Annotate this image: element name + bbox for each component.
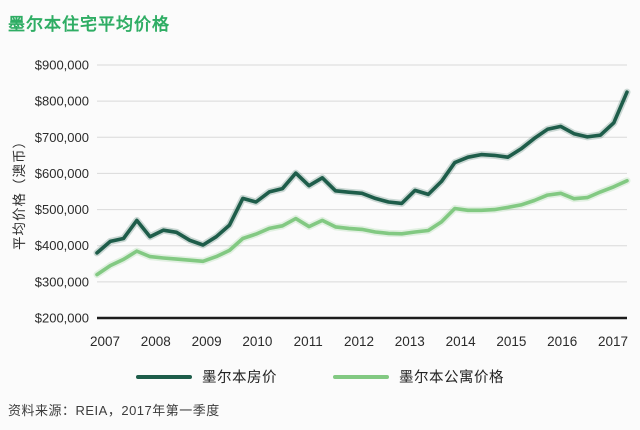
x-tick-label: 2009 (192, 334, 222, 349)
house-line-swatch (136, 374, 192, 379)
y-tick-label: $200,000 (35, 311, 89, 326)
y-tick-label: $500,000 (35, 202, 89, 217)
x-tick-label: 2017 (598, 334, 628, 349)
legend-label-house: 墨尔本房价 (202, 370, 277, 386)
x-tick-label: 2010 (242, 334, 272, 349)
house-price-line (95, 90, 629, 255)
legend-item-apartment: 墨尔本公寓价格 (333, 366, 504, 387)
x-tick-label: 2008 (141, 334, 171, 349)
page-title: 墨尔本住宅平均价格 (8, 15, 170, 34)
y-tick-label: $300,000 (35, 274, 89, 289)
legend-label-apartment: 墨尔本公寓价格 (399, 370, 504, 386)
x-tick-label: 2016 (547, 334, 577, 349)
x-tick-label: 2015 (496, 334, 526, 349)
x-tick-label: 2014 (446, 334, 477, 349)
chart-legend: 墨尔本房价 墨尔本公寓价格 (0, 366, 640, 387)
x-tick-label: 2012 (344, 334, 374, 349)
apartment-price-line (95, 178, 629, 277)
legend-item-house: 墨尔本房价 (136, 366, 277, 387)
y-tick-label: $700,000 (35, 130, 89, 145)
y-tick-label: $600,000 (35, 166, 89, 181)
x-tick-label: 2011 (294, 334, 323, 349)
y-tick-label: $400,000 (35, 238, 89, 253)
x-tick-label: 2013 (395, 334, 425, 349)
apartment-line-swatch (333, 374, 389, 379)
data-source-note: 资料来源：REIA，2017年第一季度 (8, 403, 220, 418)
y-tick-label: $900,000 (35, 58, 89, 73)
x-tick-label: 2007 (90, 334, 120, 349)
y-tick-label: $800,000 (35, 94, 89, 109)
